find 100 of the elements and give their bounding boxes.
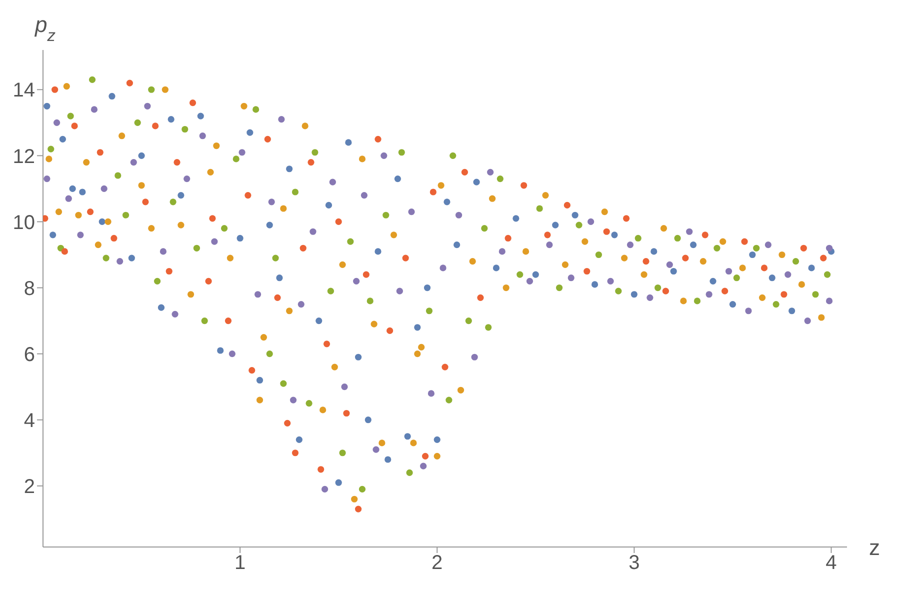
y-tick-label: 14: [12, 80, 35, 102]
point: [622, 215, 630, 222]
point: [69, 185, 76, 192]
point: [706, 291, 712, 298]
point: [170, 198, 176, 206]
y-axis-title: p$_{z}$: [34, 12, 56, 45]
point: [354, 506, 362, 512]
point: [710, 278, 716, 284]
point: [79, 188, 86, 196]
point: [378, 440, 386, 446]
point: [804, 317, 811, 324]
y-tick-label: 10: [12, 212, 35, 234]
point: [286, 308, 293, 314]
point: [205, 278, 212, 284]
point: [339, 261, 346, 268]
point: [582, 238, 588, 245]
point: [316, 317, 322, 324]
point: [102, 254, 110, 262]
point: [615, 288, 622, 294]
point: [798, 281, 805, 288]
point: [94, 242, 102, 248]
point: [690, 242, 697, 248]
point: [268, 198, 275, 206]
point: [302, 122, 308, 130]
point: [764, 242, 772, 248]
point: [61, 248, 68, 255]
point: [201, 317, 208, 324]
point: [290, 396, 297, 404]
point: [485, 324, 492, 331]
point: [768, 274, 776, 282]
point: [544, 232, 551, 238]
point: [607, 278, 614, 284]
point: [88, 76, 96, 84]
point: [820, 254, 827, 262]
y-tick-label: 4: [24, 410, 35, 432]
point: [469, 258, 476, 265]
point: [496, 175, 504, 182]
point: [465, 317, 472, 324]
point: [158, 304, 165, 311]
point: [662, 288, 670, 294]
point: [603, 228, 610, 235]
point: [788, 308, 796, 314]
point: [306, 400, 312, 407]
point: [178, 222, 184, 228]
point: [542, 192, 549, 199]
point: [53, 119, 60, 126]
point: [402, 254, 409, 262]
point: [434, 452, 440, 460]
point: [138, 182, 145, 189]
point: [207, 168, 214, 176]
point: [646, 294, 654, 301]
point: [591, 281, 598, 288]
point: [420, 462, 427, 470]
point: [700, 258, 706, 265]
point: [189, 100, 196, 106]
point: [682, 254, 689, 262]
point: [477, 294, 484, 301]
point: [286, 166, 293, 172]
point: [260, 334, 268, 341]
point: [481, 225, 488, 232]
point: [108, 92, 116, 100]
point: [772, 300, 780, 308]
x-tick-label: 1: [234, 552, 246, 574]
point: [444, 198, 450, 206]
point: [414, 350, 421, 358]
point: [300, 244, 306, 252]
point: [248, 367, 256, 374]
point: [272, 254, 279, 262]
y-tick-label: 6: [24, 344, 35, 366]
point: [733, 274, 740, 282]
point: [254, 291, 262, 298]
point: [339, 450, 346, 456]
point: [278, 116, 285, 123]
point: [394, 175, 402, 182]
point: [280, 205, 287, 212]
point: [360, 192, 368, 199]
point: [63, 83, 70, 90]
point: [473, 178, 480, 186]
x-axis-title: z: [869, 535, 880, 560]
point: [650, 248, 658, 255]
point: [335, 218, 342, 226]
point: [298, 300, 304, 308]
point: [256, 396, 264, 404]
point: [760, 264, 768, 272]
point: [654, 284, 662, 292]
point: [568, 274, 574, 282]
point: [343, 410, 350, 417]
point: [46, 156, 52, 162]
point: [398, 149, 405, 156]
point: [224, 317, 232, 324]
point: [450, 152, 456, 159]
point: [424, 284, 431, 292]
point: [471, 354, 478, 360]
point: [382, 212, 390, 218]
point: [75, 212, 82, 218]
point: [621, 254, 628, 262]
point: [442, 364, 448, 370]
point: [492, 264, 500, 272]
point: [226, 254, 234, 262]
point: [428, 390, 435, 397]
